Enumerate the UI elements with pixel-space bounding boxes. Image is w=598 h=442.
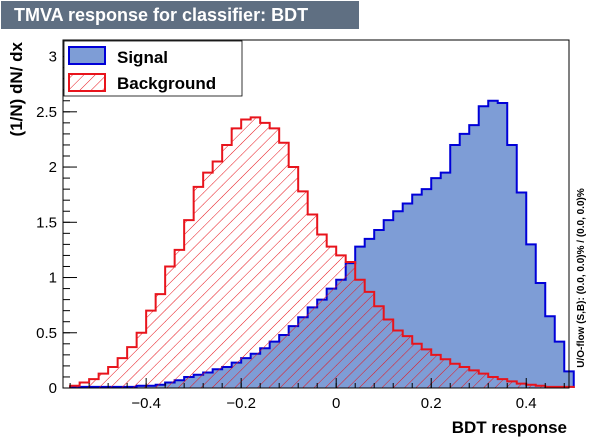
background-outline bbox=[69, 116, 575, 388]
signal-bin bbox=[478, 106, 489, 388]
background-bin bbox=[212, 161, 223, 388]
background-bin bbox=[459, 367, 470, 388]
y-tick-label: 0 bbox=[49, 380, 57, 397]
series-background bbox=[69, 116, 575, 389]
background-bin bbox=[250, 117, 261, 388]
signal-bin bbox=[450, 144, 461, 388]
legend: Signal Background bbox=[63, 40, 243, 97]
background-bin bbox=[279, 142, 290, 388]
y-tick-label: 2 bbox=[49, 159, 57, 176]
background-bin bbox=[222, 144, 233, 388]
background-bin bbox=[497, 379, 508, 388]
background-bin bbox=[450, 363, 461, 388]
background-bin bbox=[507, 381, 518, 388]
signal-bin bbox=[488, 100, 499, 388]
y-axis-label: (1/N) dN/ dx bbox=[7, 41, 26, 136]
signal-bin bbox=[402, 203, 413, 388]
background-bin bbox=[70, 385, 81, 388]
background-bin bbox=[336, 255, 347, 388]
background-bin bbox=[307, 214, 318, 388]
x-tick-label: 0.4 bbox=[516, 395, 537, 412]
background-bin bbox=[488, 376, 499, 388]
overflow-label: U/O-flow (S,B): (0.0, 0.0)% / (0.0, 0.0)… bbox=[576, 188, 587, 368]
background-bin bbox=[136, 332, 147, 388]
signal-bin bbox=[459, 133, 470, 388]
signal-bin bbox=[440, 172, 451, 388]
background-bin bbox=[269, 128, 280, 388]
signal-bin bbox=[545, 316, 556, 388]
x-tick-label: 0 bbox=[332, 395, 340, 412]
background-bin bbox=[288, 167, 299, 388]
background-bin bbox=[516, 383, 527, 388]
background-bin bbox=[412, 343, 423, 388]
y-tick-label: 1.5 bbox=[36, 214, 57, 231]
signal-bin bbox=[421, 189, 432, 388]
legend-label-signal: Signal bbox=[117, 48, 168, 67]
legend-label-background: Background bbox=[117, 74, 216, 93]
x-tick-label: −0.4 bbox=[131, 395, 161, 412]
background-bin bbox=[535, 385, 546, 388]
background-bin bbox=[440, 359, 451, 388]
background-bin bbox=[98, 373, 109, 388]
signal-bin bbox=[469, 125, 480, 388]
background-bin bbox=[241, 119, 252, 388]
signal-bin bbox=[393, 211, 404, 388]
legend-swatch-signal bbox=[68, 46, 106, 65]
legend-swatch-background bbox=[68, 73, 106, 92]
y-tick-label: 2.5 bbox=[36, 104, 57, 121]
background-bin bbox=[79, 382, 90, 388]
background-bin bbox=[155, 294, 166, 388]
y-tick-label: 0.5 bbox=[36, 325, 57, 342]
background-bin bbox=[117, 358, 128, 388]
signal-bin bbox=[412, 194, 423, 388]
background-bin bbox=[165, 266, 176, 388]
background-bin bbox=[393, 330, 404, 388]
background-bin bbox=[146, 310, 157, 388]
signal-bin bbox=[507, 144, 518, 388]
background-bin bbox=[174, 249, 185, 388]
x-tick-label: −0.2 bbox=[226, 395, 256, 412]
signal-bin bbox=[383, 220, 394, 388]
background-bin bbox=[260, 122, 271, 389]
signal-bin bbox=[554, 341, 565, 388]
background-bin bbox=[355, 279, 366, 388]
signal-bin bbox=[497, 102, 508, 388]
plot-frame bbox=[62, 39, 570, 389]
signal-bin bbox=[535, 283, 546, 388]
background-bin bbox=[478, 373, 489, 388]
background-bin bbox=[231, 128, 242, 388]
background-bin bbox=[326, 246, 337, 388]
x-tick-label: 0.2 bbox=[421, 395, 442, 412]
background-bin bbox=[127, 347, 138, 388]
background-bin bbox=[402, 336, 413, 388]
signal-bin bbox=[431, 178, 442, 388]
background-bin bbox=[526, 384, 537, 388]
histogram-layer bbox=[69, 99, 575, 389]
background-bin bbox=[108, 367, 119, 388]
y-tick-label: 3 bbox=[49, 49, 57, 66]
signal-bin bbox=[516, 192, 527, 388]
background-bin bbox=[193, 186, 204, 388]
y-tick-label: 1 bbox=[49, 270, 57, 287]
background-bin bbox=[184, 220, 195, 388]
signal-bin bbox=[526, 244, 537, 388]
background-bin bbox=[383, 319, 394, 388]
background-bin bbox=[469, 370, 480, 388]
background-bin bbox=[89, 379, 100, 388]
background-bin bbox=[345, 262, 356, 388]
background-bin bbox=[298, 191, 309, 388]
background-bin bbox=[364, 291, 375, 388]
background-bin bbox=[431, 354, 442, 388]
background-bin bbox=[374, 306, 385, 388]
title-box: TMVA response for classifier: BDT bbox=[1, 1, 359, 29]
background-bin bbox=[317, 234, 328, 388]
x-axis-label: BDT response bbox=[452, 418, 567, 437]
chart-title: TMVA response for classifier: BDT bbox=[14, 5, 309, 25]
background-bin bbox=[421, 349, 432, 388]
background-bin bbox=[203, 172, 214, 388]
